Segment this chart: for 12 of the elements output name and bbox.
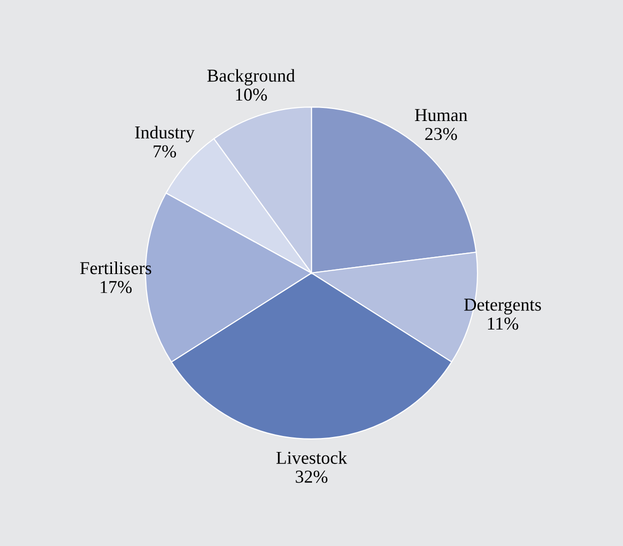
data-label: 32% <box>296 470 328 483</box>
slice-label: Livestock <box>276 451 348 464</box>
data-label: 7% <box>154 145 176 158</box>
slice-label: Fertilisers <box>80 262 152 274</box>
data-label: 23% <box>425 128 457 140</box>
data-label: 17% <box>100 280 132 294</box>
slice-label: Industry <box>135 126 195 142</box>
slice-label: Detergents <box>464 298 541 314</box>
slice-label: Background <box>207 69 295 86</box>
slice-label: Human <box>414 109 468 122</box>
data-label: 10% <box>236 88 267 101</box>
data-label: 11% <box>488 318 518 330</box>
